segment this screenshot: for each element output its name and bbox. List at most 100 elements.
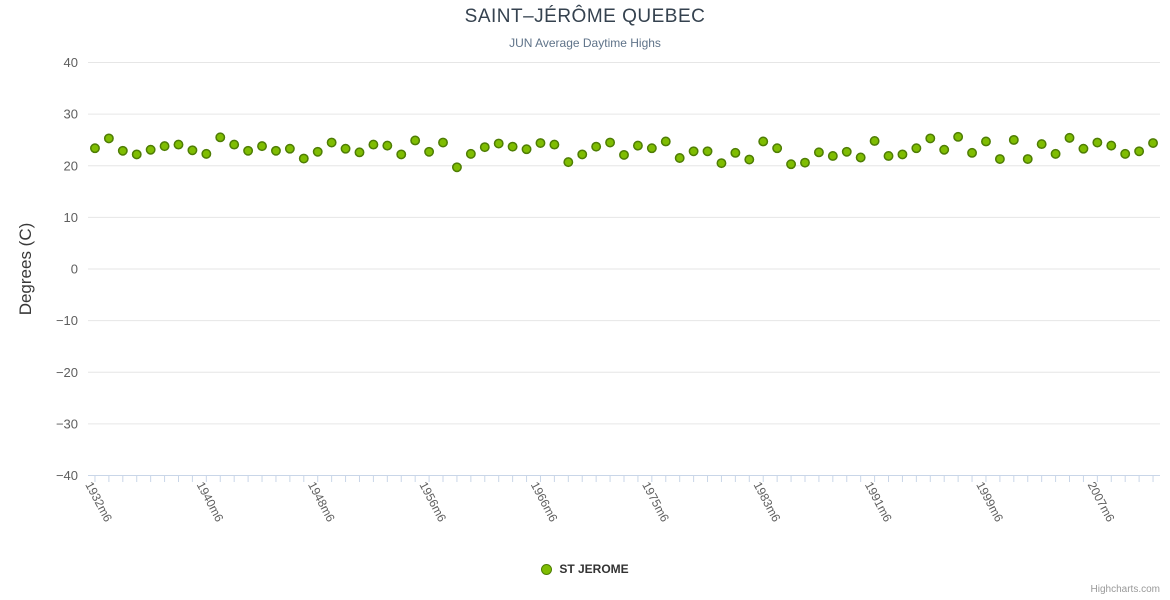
data-point[interactable] [786, 159, 797, 170]
data-point[interactable] [201, 148, 212, 159]
data-point[interactable] [911, 143, 922, 154]
data-point[interactable] [438, 137, 448, 148]
data-point[interactable] [521, 144, 532, 155]
data-point[interactable] [145, 144, 156, 155]
y-axis-title: Degrees (C) [16, 222, 35, 316]
x-axis-tick-label: 1932m6 [82, 479, 115, 524]
data-point[interactable] [90, 143, 100, 154]
y-axis-tick-label: 0 [71, 262, 78, 277]
x-axis-tick-label: 1956m6 [416, 479, 449, 524]
data-point[interactable] [229, 139, 240, 150]
data-point[interactable] [117, 145, 128, 156]
data-point[interactable] [577, 149, 588, 160]
data-point[interactable] [591, 141, 602, 152]
data-point[interactable] [646, 143, 657, 154]
data-point[interactable] [270, 145, 281, 156]
data-point[interactable] [897, 149, 908, 160]
data-point[interactable] [396, 149, 407, 160]
data-point[interactable] [1106, 140, 1117, 151]
data-point[interactable] [1022, 154, 1033, 164]
y-axis-tick-label: −30 [56, 416, 78, 431]
data-point[interactable] [354, 147, 365, 158]
data-point[interactable] [605, 137, 616, 148]
y-axis-tick-label: −20 [56, 365, 78, 380]
data-point[interactable] [173, 139, 184, 150]
x-axis-tick-label: 1948m6 [305, 479, 338, 524]
data-point[interactable] [813, 147, 824, 158]
legend-item-st-jerome[interactable]: ST JEROME [0, 562, 1170, 576]
data-point[interactable] [841, 146, 852, 157]
y-axis-tick-label: 10 [64, 210, 78, 225]
data-point[interactable] [660, 136, 671, 147]
data-point[interactable] [451, 162, 462, 173]
data-point[interactable] [827, 150, 838, 161]
data-point[interactable] [312, 146, 323, 157]
data-point[interactable] [702, 146, 713, 157]
data-point[interactable] [424, 146, 435, 157]
data-point[interactable] [535, 138, 546, 148]
data-point[interactable] [326, 137, 337, 148]
data-point[interactable] [103, 133, 114, 144]
data-point[interactable] [298, 153, 309, 164]
data-point[interactable] [730, 147, 741, 158]
data-point[interactable] [869, 136, 880, 146]
data-point[interactable] [925, 133, 936, 144]
data-point[interactable] [284, 143, 295, 154]
data-point[interactable] [1120, 148, 1131, 159]
data-point[interactable] [1148, 138, 1158, 148]
data-point[interactable] [410, 135, 421, 146]
data-point[interactable] [939, 144, 950, 155]
data-point[interactable] [159, 141, 170, 152]
chart-subtitle: JUN Average Daytime Highs [509, 36, 661, 50]
y-axis-tick-label: 30 [64, 107, 78, 122]
x-axis-tick-label: 1940m6 [194, 479, 227, 524]
data-point[interactable] [883, 150, 894, 161]
data-point[interactable] [1036, 139, 1047, 150]
data-point[interactable] [131, 149, 142, 160]
data-point[interactable] [493, 138, 504, 149]
x-axis-tick-label: 1966m6 [528, 479, 561, 524]
data-point[interactable] [1134, 146, 1145, 157]
data-point[interactable] [563, 157, 574, 168]
data-point[interactable] [1008, 134, 1019, 145]
data-point[interactable] [800, 157, 810, 168]
data-point[interactable] [619, 149, 629, 160]
data-point[interactable] [382, 140, 393, 151]
x-axis-tick-label: 1991m6 [862, 479, 895, 524]
data-point[interactable] [674, 153, 685, 163]
data-point[interactable] [772, 143, 783, 154]
data-point[interactable] [549, 139, 560, 150]
data-point[interactable] [967, 147, 978, 158]
data-point[interactable] [243, 145, 254, 156]
data-point[interactable] [215, 132, 226, 143]
data-point[interactable] [507, 141, 518, 152]
data-point[interactable] [688, 146, 699, 157]
data-point[interactable] [758, 136, 769, 147]
data-point[interactable] [953, 131, 964, 142]
data-point[interactable] [632, 140, 643, 151]
x-axis-tick-label: 1983m6 [751, 479, 784, 524]
data-point[interactable] [981, 136, 991, 147]
data-point[interactable] [1064, 132, 1075, 143]
data-point[interactable] [744, 154, 755, 165]
data-point[interactable] [368, 139, 379, 150]
legend-marker-icon [541, 563, 553, 575]
x-axis-tick-label: 2007m6 [1085, 479, 1118, 524]
highcharts-credits-link[interactable]: Highcharts.com [1090, 584, 1160, 595]
data-point[interactable] [994, 154, 1005, 164]
data-point[interactable] [465, 148, 476, 159]
data-point[interactable] [187, 145, 198, 156]
data-point[interactable] [1092, 137, 1103, 148]
data-point[interactable] [716, 158, 727, 169]
data-point[interactable] [340, 143, 351, 154]
data-point[interactable] [1078, 143, 1089, 154]
data-point[interactable] [855, 152, 866, 163]
x-axis-tick-label: 1975m6 [639, 479, 672, 524]
data-point[interactable] [1050, 148, 1061, 159]
x-axis-tick-label: 1999m6 [973, 479, 1006, 524]
data-point[interactable] [479, 142, 490, 153]
y-axis-tick-label: −40 [56, 468, 78, 483]
data-point[interactable] [257, 141, 267, 152]
